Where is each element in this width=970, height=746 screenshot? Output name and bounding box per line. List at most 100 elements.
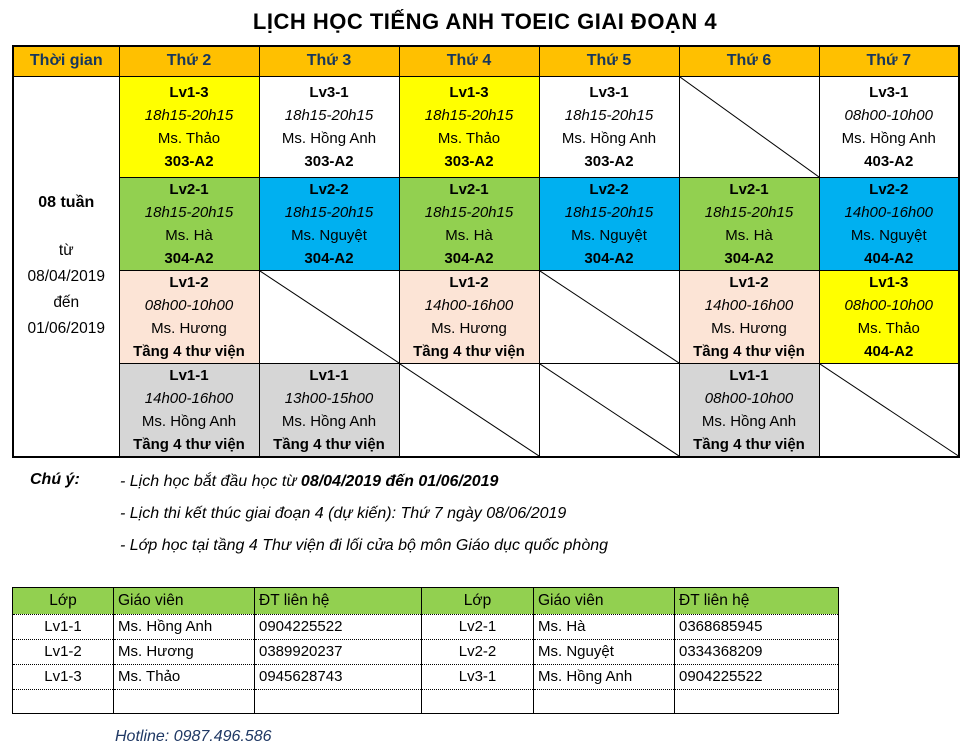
class-room: Tầng 4 thư viện <box>133 435 245 453</box>
diagonal-line <box>400 364 539 456</box>
class-room: 304-A2 <box>724 249 774 267</box>
class-name: Lv1-1 <box>729 366 769 384</box>
class-teacher: Ms. Nguyệt <box>850 226 927 244</box>
contact-class: Lv2-2 <box>421 639 534 665</box>
class-time: 18h15-20h15 <box>144 106 234 124</box>
class-slot: Lv2-1 18h15-20h15 Ms. Hà 304-A2 <box>398 176 540 271</box>
class-name: Lv3-1 <box>309 83 349 101</box>
contact-teacher: Ms. Nguyệt <box>533 639 675 665</box>
contact-class: Lv2-1 <box>421 614 534 640</box>
diagonal-line <box>540 364 679 456</box>
class-room: 303-A2 <box>304 152 354 170</box>
class-teacher: Ms. Hương <box>151 319 227 337</box>
class-time: 14h00-16h00 <box>844 203 933 221</box>
diagonal-line <box>260 271 399 363</box>
class-name: Lv2-2 <box>869 180 909 198</box>
time-column-header: Thời gian <box>12 45 120 77</box>
class-teacher: Ms. Hà <box>445 226 493 244</box>
class-time: 18h15-20h15 <box>144 203 234 221</box>
class-slot: Lv1-3 18h15-20h15 Ms. Thảo 303-A2 <box>398 75 540 178</box>
empty-cell <box>113 689 255 714</box>
duration-end-date: 01/06/2019 <box>27 320 106 337</box>
contacts-row: Lv1-2 Ms. Hương 0389920237 Lv2-2 Ms. Ngu… <box>12 639 839 665</box>
note-line-2: - Lịch thi kết thúc giai đoạn 4 (dự kiến… <box>120 504 567 522</box>
class-name: Lv1-2 <box>449 273 489 291</box>
duration-from-label: từ <box>58 242 74 259</box>
class-name: Lv1-2 <box>169 273 209 291</box>
contacts-empty-row <box>12 689 839 714</box>
class-room: 303-A2 <box>584 152 634 170</box>
day-header-wed: Thứ 4 <box>398 45 540 77</box>
contact-teacher: Ms. Thảo <box>113 664 255 690</box>
empty-slot <box>678 75 820 178</box>
class-room: 303-A2 <box>444 152 494 170</box>
class-time: 14h00-16h00 <box>144 389 234 407</box>
contacts-row: Lv1-3 Ms. Thảo 0945628743 Lv3-1 Ms. Hồng… <box>12 664 839 690</box>
empty-cell <box>674 689 839 714</box>
class-teacher: Ms. Hồng Anh <box>701 412 797 430</box>
class-teacher: Ms. Thảo <box>857 319 920 337</box>
class-time: 18h15-20h15 <box>284 203 374 221</box>
empty-cell <box>12 689 114 714</box>
empty-cell <box>254 689 422 714</box>
day-header-fri: Thứ 6 <box>678 45 820 77</box>
class-room: 303-A2 <box>164 152 214 170</box>
class-teacher: Ms. Thảo <box>437 129 501 147</box>
class-time: 08h00-10h00 <box>704 389 794 407</box>
class-room: Tầng 4 thư viện <box>133 342 245 360</box>
class-slot: Lv1-3 08h00-10h00 Ms. Thảo 404-A2 <box>818 269 960 364</box>
class-name: Lv2-1 <box>729 180 769 198</box>
class-teacher: Ms. Hồng Anh <box>281 129 377 147</box>
note-line-1: - Lịch học bắt đầu học từ 08/04/2019 đến… <box>120 471 970 493</box>
schedule-row-3: Lv1-2 08h00-10h00 Ms. Hương Tầng 4 thư v… <box>13 269 960 364</box>
contact-class: Lv1-3 <box>12 664 114 690</box>
class-time: 14h00-16h00 <box>704 296 794 314</box>
contacts-header-class-right: Lớp <box>421 587 534 615</box>
page-title: LỊCH HỌC TIẾNG ANH TOEIC GIAI ĐOẠN 4 <box>252 9 718 34</box>
class-room: 304-A2 <box>164 249 214 267</box>
class-slot: Lv1-2 08h00-10h00 Ms. Hương Tầng 4 thư v… <box>118 269 260 364</box>
contacts-row: Lv1-1 Ms. Hồng Anh 0904225522 Lv2-1 Ms. … <box>12 614 839 640</box>
class-time: 18h15-20h15 <box>564 203 654 221</box>
class-slot: Lv3-1 18h15-20h15 Ms. Hồng Anh 303-A2 <box>258 75 400 178</box>
empty-slot <box>398 362 540 457</box>
duration-start-date: 08/04/2019 <box>27 268 106 285</box>
empty-slot <box>538 362 680 457</box>
hotline: Hotline: 0987.496.586 <box>115 727 272 745</box>
class-name: Lv2-1 <box>169 180 209 198</box>
contacts-header-phone-right: ĐT liên hệ <box>674 587 839 615</box>
diagonal-line <box>540 271 679 363</box>
class-name: Lv1-2 <box>729 273 769 291</box>
class-room: 404-A2 <box>864 342 914 360</box>
diagonal-line <box>820 364 959 456</box>
contact-teacher: Ms. Hà <box>533 614 675 640</box>
class-slot: Lv3-1 18h15-20h15 Ms. Hồng Anh 303-A2 <box>538 75 680 178</box>
schedule-table: Thời gian Thứ 2 Thứ 3 Thứ 4 Thứ 5 Thứ 6 … <box>12 45 960 458</box>
class-name: Lv3-1 <box>589 83 629 101</box>
day-header-sat: Thứ 7 <box>818 45 960 77</box>
class-slot: Lv1-1 08h00-10h00 Ms. Hồng Anh Tầng 4 th… <box>678 362 820 457</box>
class-teacher: Ms. Hương <box>431 319 507 337</box>
contact-class: Lv1-1 <box>12 614 114 640</box>
class-teacher: Ms. Thảo <box>157 129 221 147</box>
class-time: 08h00-10h00 <box>144 296 234 314</box>
contact-phone: 0945628743 <box>254 664 422 690</box>
contact-teacher: Ms. Hồng Anh <box>113 614 255 640</box>
contacts-table: Lớp Giáo viên ĐT liên hệ Lớp Giáo viên Đ… <box>12 586 839 714</box>
day-header-mon: Thứ 2 <box>118 45 260 77</box>
contacts-header-teacher-right: Giáo viên <box>533 587 675 615</box>
class-time: 18h15-20h15 <box>284 106 374 124</box>
contact-phone: 0904225522 <box>254 614 422 640</box>
note-line-3: - Lớp học tại tầng 4 Thư viện đi lối cửa… <box>120 536 609 554</box>
class-slot: Lv1-3 18h15-20h15 Ms. Thảo 303-A2 <box>118 75 260 178</box>
contact-class: Lv1-2 <box>12 639 114 665</box>
class-slot: Lv2-2 18h15-20h15 Ms. Nguyệt 304-A2 <box>538 176 680 271</box>
class-time: 08h00-10h00 <box>844 106 933 124</box>
empty-slot <box>818 362 960 457</box>
class-time: 18h15-20h15 <box>564 106 654 124</box>
class-name: Lv1-1 <box>169 366 209 384</box>
class-time: 18h15-20h15 <box>424 106 514 124</box>
class-name: Lv2-1 <box>449 180 489 198</box>
empty-slot <box>258 269 400 364</box>
schedule-row-1: 08 tuần từ 08/04/2019 đến 01/06/2019 Lv1… <box>12 75 960 457</box>
